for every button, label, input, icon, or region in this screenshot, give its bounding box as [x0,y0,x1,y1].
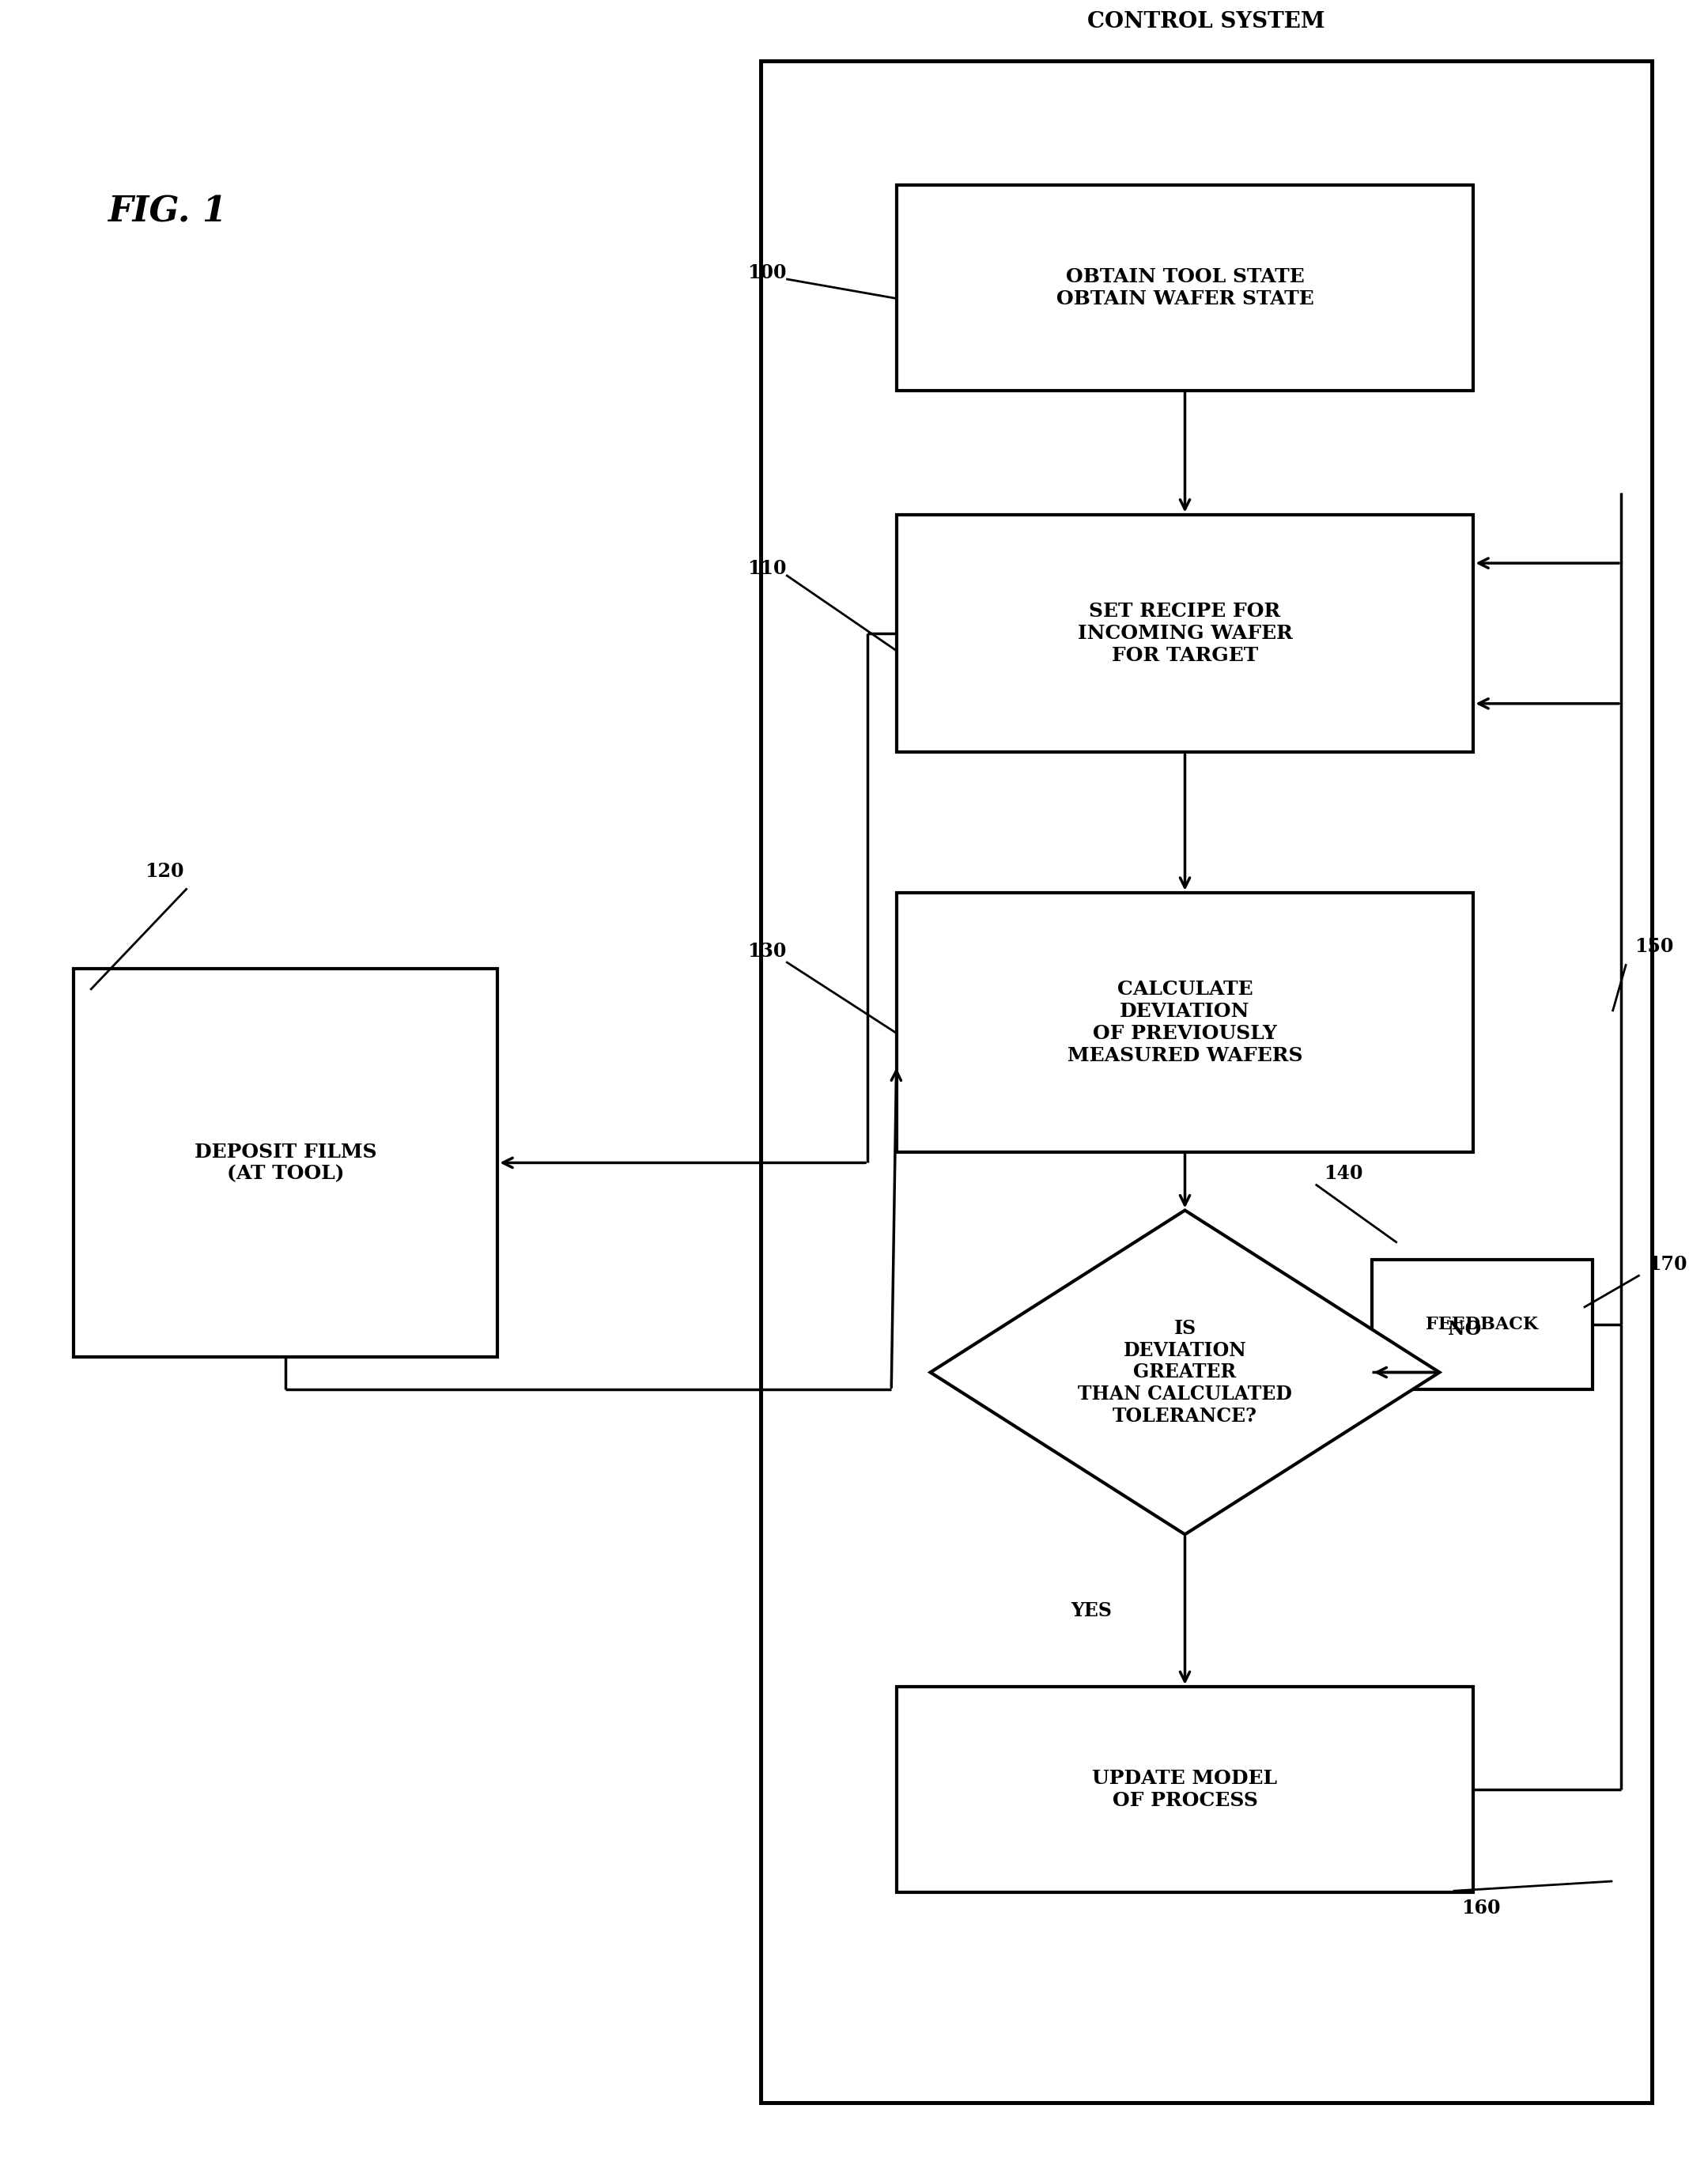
Text: DEPOSIT FILMS
(AT TOOL): DEPOSIT FILMS (AT TOOL) [195,1143,377,1184]
Polygon shape [931,1210,1440,1534]
Text: SET RECIPE FOR
INCOMING WAFER
FOR TARGET: SET RECIPE FOR INCOMING WAFER FOR TARGET [1078,602,1293,665]
FancyBboxPatch shape [73,969,497,1358]
Text: YES: YES [1071,1602,1112,1621]
FancyBboxPatch shape [897,1686,1474,1893]
Text: 120: 120 [145,861,184,880]
Text: FIG. 1: FIG. 1 [108,196,227,228]
Text: CALCULATE
DEVIATION
OF PREVIOUSLY
MEASURED WAFERS: CALCULATE DEVIATION OF PREVIOUSLY MEASUR… [1068,980,1303,1065]
FancyBboxPatch shape [897,515,1474,752]
Text: 130: 130 [746,941,786,960]
Text: 100: 100 [746,263,786,282]
Text: OBTAIN TOOL STATE
OBTAIN WAFER STATE: OBTAIN TOOL STATE OBTAIN WAFER STATE [1056,267,1313,309]
Text: 170: 170 [1648,1254,1688,1273]
FancyBboxPatch shape [1372,1260,1592,1391]
Text: NO: NO [1448,1319,1481,1339]
FancyBboxPatch shape [897,185,1474,391]
Text: UPDATE MODEL
OF PROCESS: UPDATE MODEL OF PROCESS [1093,1769,1278,1810]
Text: IS
DEVIATION
GREATER
THAN CALCULATED
TOLERANCE?: IS DEVIATION GREATER THAN CALCULATED TOL… [1078,1319,1291,1425]
Text: FEEDBACK: FEEDBACK [1426,1317,1539,1334]
FancyBboxPatch shape [897,893,1474,1152]
Text: 110: 110 [746,558,786,578]
Text: CONTROL SYSTEM: CONTROL SYSTEM [1088,11,1325,33]
Text: 150: 150 [1635,937,1674,956]
Text: 140: 140 [1324,1165,1363,1182]
Text: 160: 160 [1462,1899,1501,1919]
